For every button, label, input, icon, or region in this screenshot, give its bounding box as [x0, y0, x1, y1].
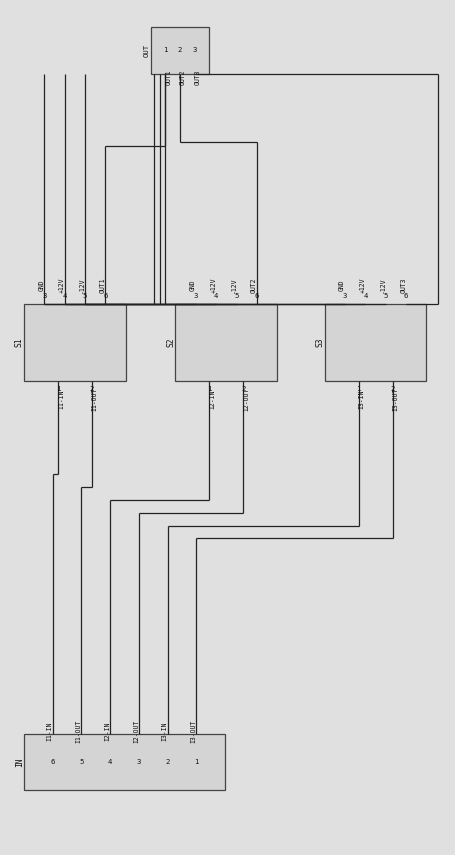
Text: 2: 2 [390, 386, 395, 392]
Text: 6: 6 [255, 292, 259, 298]
Text: I3-IN: I3-IN [162, 722, 168, 740]
Text: 3: 3 [343, 292, 347, 298]
Text: 1: 1 [56, 386, 60, 392]
Text: 1: 1 [356, 386, 361, 392]
Bar [325, 304, 426, 380]
Text: I1-OUT: I1-OUT [92, 388, 98, 411]
Text: 5: 5 [384, 292, 388, 298]
Text: 2: 2 [90, 386, 94, 392]
Text: 3: 3 [42, 292, 46, 298]
Text: 3: 3 [192, 47, 197, 53]
Text: OUT3: OUT3 [400, 277, 406, 293]
Text: GND: GND [339, 280, 345, 291]
Text: 5: 5 [83, 292, 87, 298]
Text: OUT2: OUT2 [180, 69, 186, 85]
Text: I1-OUT: I1-OUT [76, 719, 81, 742]
Text: 4: 4 [363, 292, 368, 298]
Text: 3: 3 [194, 292, 198, 298]
Text: I2-IN: I2-IN [209, 390, 215, 409]
Text: OUT3: OUT3 [195, 69, 201, 85]
Text: 5: 5 [79, 759, 84, 765]
Text: I2-OUT: I2-OUT [133, 719, 139, 742]
Text: I1-IN: I1-IN [47, 722, 53, 740]
Text: 6: 6 [51, 759, 55, 765]
Bar [151, 27, 209, 74]
Text: GND: GND [38, 280, 44, 291]
Text: I2-OUT: I2-OUT [243, 388, 249, 411]
Text: 4: 4 [214, 292, 218, 298]
Text: S1: S1 [15, 338, 24, 347]
Text: 1: 1 [207, 386, 212, 392]
Text: 3: 3 [137, 759, 141, 765]
Text: S3: S3 [316, 338, 325, 347]
Text: GND: GND [190, 280, 196, 291]
Text: OUT2: OUT2 [251, 277, 257, 293]
Text: I3-IN: I3-IN [359, 390, 364, 409]
Text: +12V: +12V [359, 277, 365, 293]
Bar [24, 304, 126, 380]
Text: 1: 1 [194, 759, 199, 765]
Text: +12V: +12V [210, 277, 216, 293]
Bar [176, 304, 277, 380]
Text: I3-OUT: I3-OUT [393, 388, 399, 411]
Text: 5: 5 [234, 292, 239, 298]
Text: IN: IN [15, 758, 24, 767]
Text: -12V: -12V [231, 277, 237, 293]
Text: 6: 6 [103, 292, 107, 298]
Text: -12V: -12V [380, 277, 386, 293]
Text: -12V: -12V [79, 277, 85, 293]
Text: 2: 2 [241, 386, 246, 392]
Text: 4: 4 [108, 759, 112, 765]
Text: 6: 6 [404, 292, 408, 298]
Text: OUT1: OUT1 [165, 69, 172, 85]
Text: 1: 1 [163, 47, 167, 53]
Text: S2: S2 [167, 338, 176, 347]
Text: I2-IN: I2-IN [104, 722, 110, 740]
Text: I1-IN: I1-IN [58, 390, 64, 409]
Text: OUT1: OUT1 [99, 277, 106, 293]
Text: 2: 2 [178, 47, 182, 53]
Bar [24, 734, 225, 790]
Text: OUT: OUT [144, 44, 150, 57]
Text: 2: 2 [166, 759, 170, 765]
Text: I3-OUT: I3-OUT [191, 719, 197, 742]
Text: +12V: +12V [59, 277, 65, 293]
Text: 4: 4 [62, 292, 67, 298]
